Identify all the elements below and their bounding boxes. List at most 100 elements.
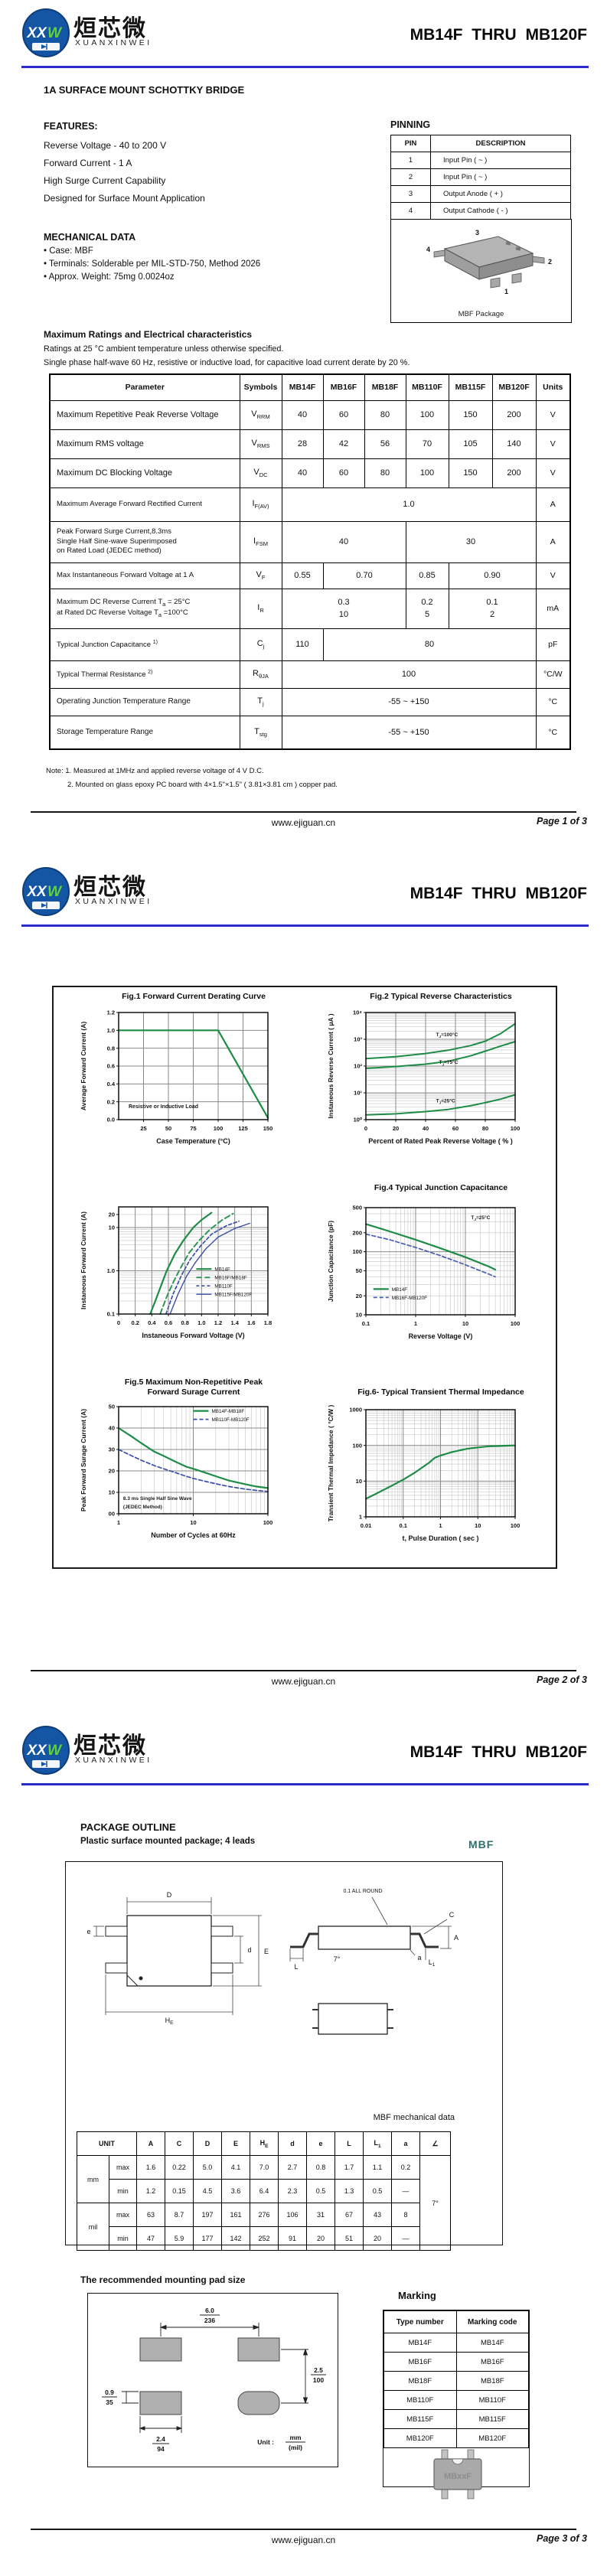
svg-text:Instaneous Reverse Current ( μ: Instaneous Reverse Current ( μA )	[327, 1013, 335, 1118]
mechanical-item: • Approx. Weight: 75mg 0.0024oz	[44, 272, 175, 282]
mech-value-cell: 3.6	[221, 2179, 250, 2203]
pad-unit-label: Unit :	[257, 2438, 274, 2446]
mech-col-header: D	[193, 2131, 222, 2156]
svg-text:0.1 ALL ROUND: 0.1 ALL ROUND	[343, 1889, 382, 1894]
ratings-cell: VRMS	[239, 429, 282, 459]
ratings-cell: Cj	[239, 628, 282, 661]
header-rule	[21, 1783, 589, 1785]
mech-minmax-cell: max	[109, 2155, 137, 2180]
ratings-cell: Max Instantaneous Forward Voltage at 1 A	[49, 562, 240, 589]
svg-text:TJ=25°C: TJ=25°C	[436, 1097, 455, 1104]
chip-notch	[452, 2458, 464, 2465]
mech-value-cell: 63	[136, 2203, 165, 2227]
package-image-box: 3 4 2 1 MBF Package	[390, 219, 572, 323]
ratings-value-cell: 0.85	[405, 562, 449, 589]
pin1-label: 1	[504, 288, 508, 295]
svg-text:D: D	[167, 1891, 172, 1899]
svg-text:00: 00	[109, 1511, 115, 1518]
svg-text:50: 50	[356, 1267, 362, 1274]
svg-text:20: 20	[109, 1211, 115, 1218]
ratings-cell: Maximum Repetitive Peak Reverse Voltage	[49, 399, 240, 430]
mech-value-cell: 2.3	[278, 2179, 307, 2203]
mech-value-cell: 67	[335, 2203, 364, 2227]
ratings-cell: Typical Junction Capacitance 1)	[49, 628, 240, 661]
svg-text:1.8: 1.8	[264, 1319, 272, 1326]
ratings-value-cell: 60	[322, 458, 365, 488]
ratings-row: Typical Junction Capacitance 1) Cj 110 80 pF	[49, 628, 571, 661]
mech-value-cell: 276	[250, 2203, 279, 2227]
ratings-cell: Maximum DC Blocking Voltage	[49, 458, 240, 488]
svg-text:10: 10	[109, 1224, 115, 1231]
ratings-row: Maximum DC Blocking Voltage VDC 40 60 80 100 1…	[49, 458, 571, 488]
dim-bottom-mil: 94	[157, 2445, 165, 2453]
mech-value-cell: 1.2	[136, 2179, 165, 2203]
svg-text:(JEDEC Method): (JEDEC Method)	[123, 1505, 162, 1510]
svg-text:MB14F-MB18F: MB14F-MB18F	[212, 1409, 245, 1414]
ratings-cell: IF(AV)	[239, 487, 282, 522]
marked-chip-image: MBxxF	[433, 2449, 482, 2499]
mech-value-cell: 8.7	[165, 2203, 194, 2227]
product-title: 1A SURFACE MOUNT SCHOTTKY BRIDGE	[44, 84, 245, 96]
footer-rule	[31, 1670, 576, 1671]
mech-value-cell: 177	[193, 2226, 222, 2251]
ratings-col-header: MB16F	[322, 373, 365, 401]
desc-col-header: DESCRIPTION	[430, 135, 571, 152]
figure-title: Fig.2 Typical Reverse Characteristics	[370, 992, 512, 1001]
mech-value-cell: 0.22	[165, 2155, 194, 2180]
brand-name-cn: 烜芯微	[73, 16, 147, 41]
svg-text:HE: HE	[165, 2017, 175, 2026]
ratings-value-cell: 0.3 10	[281, 588, 406, 629]
doc-title: MB14F THRU MB120F	[410, 26, 587, 44]
svg-text:100: 100	[352, 1442, 362, 1449]
ratings-cell: V	[535, 458, 571, 488]
svg-text:0.1: 0.1	[362, 1320, 370, 1327]
ratings-cell: Operating Junction Temperature Range	[49, 687, 240, 716]
svg-text:8.3 ms Single Half Sine Wave: 8.3 ms Single Half Sine Wave	[123, 1496, 192, 1502]
table-row: 1 Input Pin ( ~ )	[390, 152, 571, 169]
ratings-cell: V	[535, 562, 571, 589]
pad-drawing-box: 6.0 236 2.5 100 0.9 35 2.4 94 Unit : mm …	[87, 2293, 338, 2467]
svg-text:0.6: 0.6	[165, 1319, 172, 1326]
header-rule	[21, 924, 589, 927]
ratings-cell: Peak Forward Surge Current,8.3ms Single H…	[49, 520, 240, 563]
marking-cell: MB110F	[383, 2390, 457, 2410]
marking-col-header: Type number	[383, 2310, 457, 2333]
package-badge: MBF	[468, 1838, 494, 1850]
svg-text:25: 25	[140, 1125, 146, 1132]
ratings-value-cell: 100	[405, 399, 449, 430]
ratings-value-cell: 28	[281, 429, 324, 459]
dim-left-mil: 35	[106, 2398, 113, 2406]
package-caption: MBF Package	[458, 310, 504, 318]
svg-text:Instaneous Forward Voltage (V): Instaneous Forward Voltage (V)	[142, 1332, 244, 1339]
mech-row: min 1.2 0.15 4.5 3.6 6.4 2.3 0.5 1.3 0.5—	[77, 2179, 451, 2203]
mech-value-cell: 106	[278, 2203, 307, 2227]
mechanical-item: • Terminals: Solderable per MIL-STD-750,…	[44, 259, 261, 269]
pinning-heading: PINNING	[390, 119, 431, 130]
svg-text:0.2: 0.2	[107, 1098, 115, 1105]
logo-monogram-w: W	[47, 25, 63, 41]
company-logo: XX W	[22, 867, 70, 916]
pin4-label: 4	[426, 246, 430, 253]
ratings-cell: Storage Temperature Range	[49, 715, 240, 750]
ratings-row: Maximum Repetitive Peak Reverse Voltage V…	[49, 399, 571, 430]
feature-item: High Surge Current Capability	[44, 175, 166, 186]
svg-text:0.8: 0.8	[181, 1319, 188, 1326]
dim-bottom-mm: 2.4	[156, 2435, 165, 2443]
pad-size-heading: The recommended mounting pad size	[80, 2274, 246, 2285]
brand-name-en: XUANXINWEI	[75, 897, 152, 906]
brand-name-cn: 烜芯微	[73, 875, 147, 900]
ratings-heading: Maximum Ratings and Electrical character…	[44, 329, 253, 340]
pin3-label: 3	[475, 229, 479, 236]
svg-text:MB14F: MB14F	[214, 1267, 230, 1273]
mech-row: mil max 63 8.7 197 161 276 106 31 67 43 8	[77, 2203, 451, 2251]
ratings-cell: IR	[239, 588, 282, 629]
svg-text:1: 1	[359, 1514, 362, 1521]
svg-text:1.2: 1.2	[107, 1009, 115, 1016]
mech-row: mm max 1.6 0.22 5.0 4.1 7.0 2.7 0.8 1.7 1.1 0.2 7°	[77, 2155, 451, 2251]
svg-text:10²: 10²	[354, 1063, 362, 1070]
marking-row: MB16F MB16F	[383, 2352, 529, 2372]
ratings-table: Parameter Symbols MB14F MB16F MB18F MB110F MB1…	[49, 373, 571, 750]
page-1: XX W 烜芯微 XUANXINWEI MB14F THRU MB120F 1A…	[0, 0, 607, 859]
ratings-cell: Maximum DC Reverse Current Ta = 25°C at R…	[49, 588, 240, 629]
